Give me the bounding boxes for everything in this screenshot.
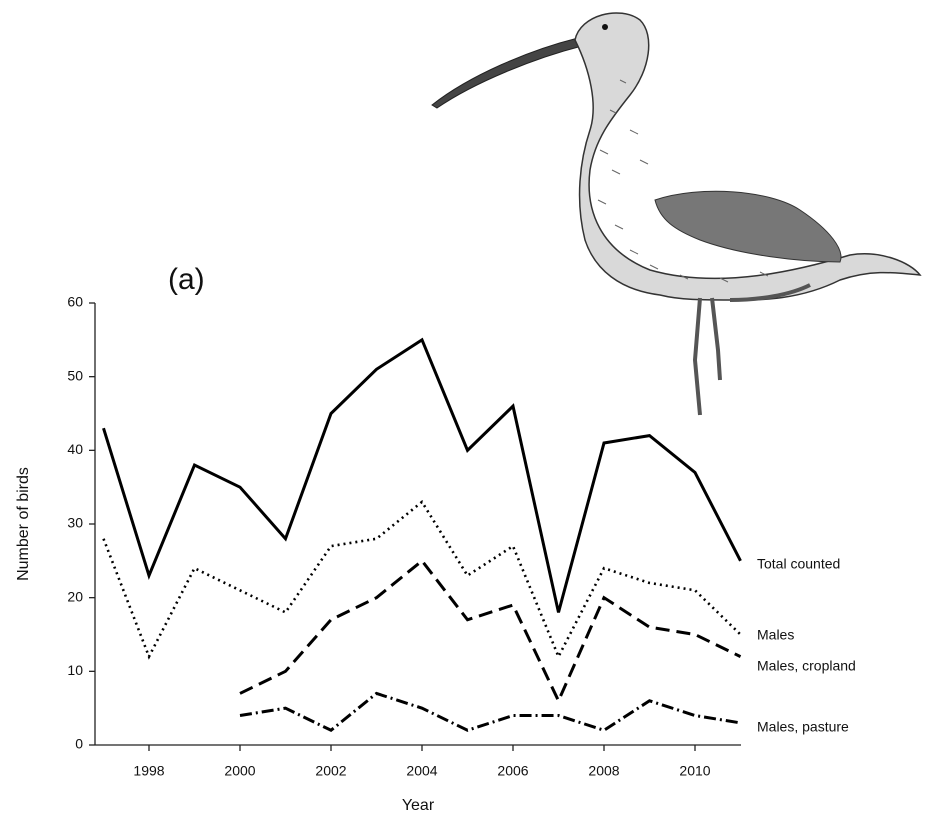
- series-label: Males: [757, 627, 794, 643]
- y-tick-label: 10: [67, 662, 83, 678]
- y-tick-label: 30: [67, 515, 83, 531]
- x-axis-label: Year: [402, 797, 435, 814]
- series-line: [104, 340, 741, 613]
- y-tick-label: 50: [67, 367, 83, 383]
- series-line: [104, 502, 741, 657]
- chart: (a) Year Number of birds 0 10 20 30 40 50 60 19…: [0, 0, 928, 820]
- x-tick-label: 2006: [497, 763, 528, 779]
- series-label: Males, pasture: [757, 719, 849, 735]
- x-tick-label: 2008: [588, 763, 619, 779]
- series-line: [240, 693, 741, 730]
- y-tick-label: 40: [67, 441, 83, 457]
- panel-label: (a): [168, 263, 205, 296]
- x-tick-label: 2002: [315, 763, 346, 779]
- y-tick-label: 0: [75, 736, 83, 752]
- series-line: [240, 561, 741, 701]
- series-label: Males, cropland: [757, 658, 856, 674]
- x-tick-label: 2010: [679, 763, 710, 779]
- bird-illustration: [432, 13, 920, 415]
- x-tick-label: 1998: [133, 763, 164, 779]
- x-tick-label: 2000: [224, 763, 255, 779]
- series-label: Total counted: [757, 556, 840, 572]
- y-tick-label: 20: [67, 588, 83, 604]
- y-tick-label: 60: [67, 294, 83, 310]
- x-tick-label: 2004: [406, 763, 437, 779]
- y-axis-label: Number of birds: [15, 467, 32, 581]
